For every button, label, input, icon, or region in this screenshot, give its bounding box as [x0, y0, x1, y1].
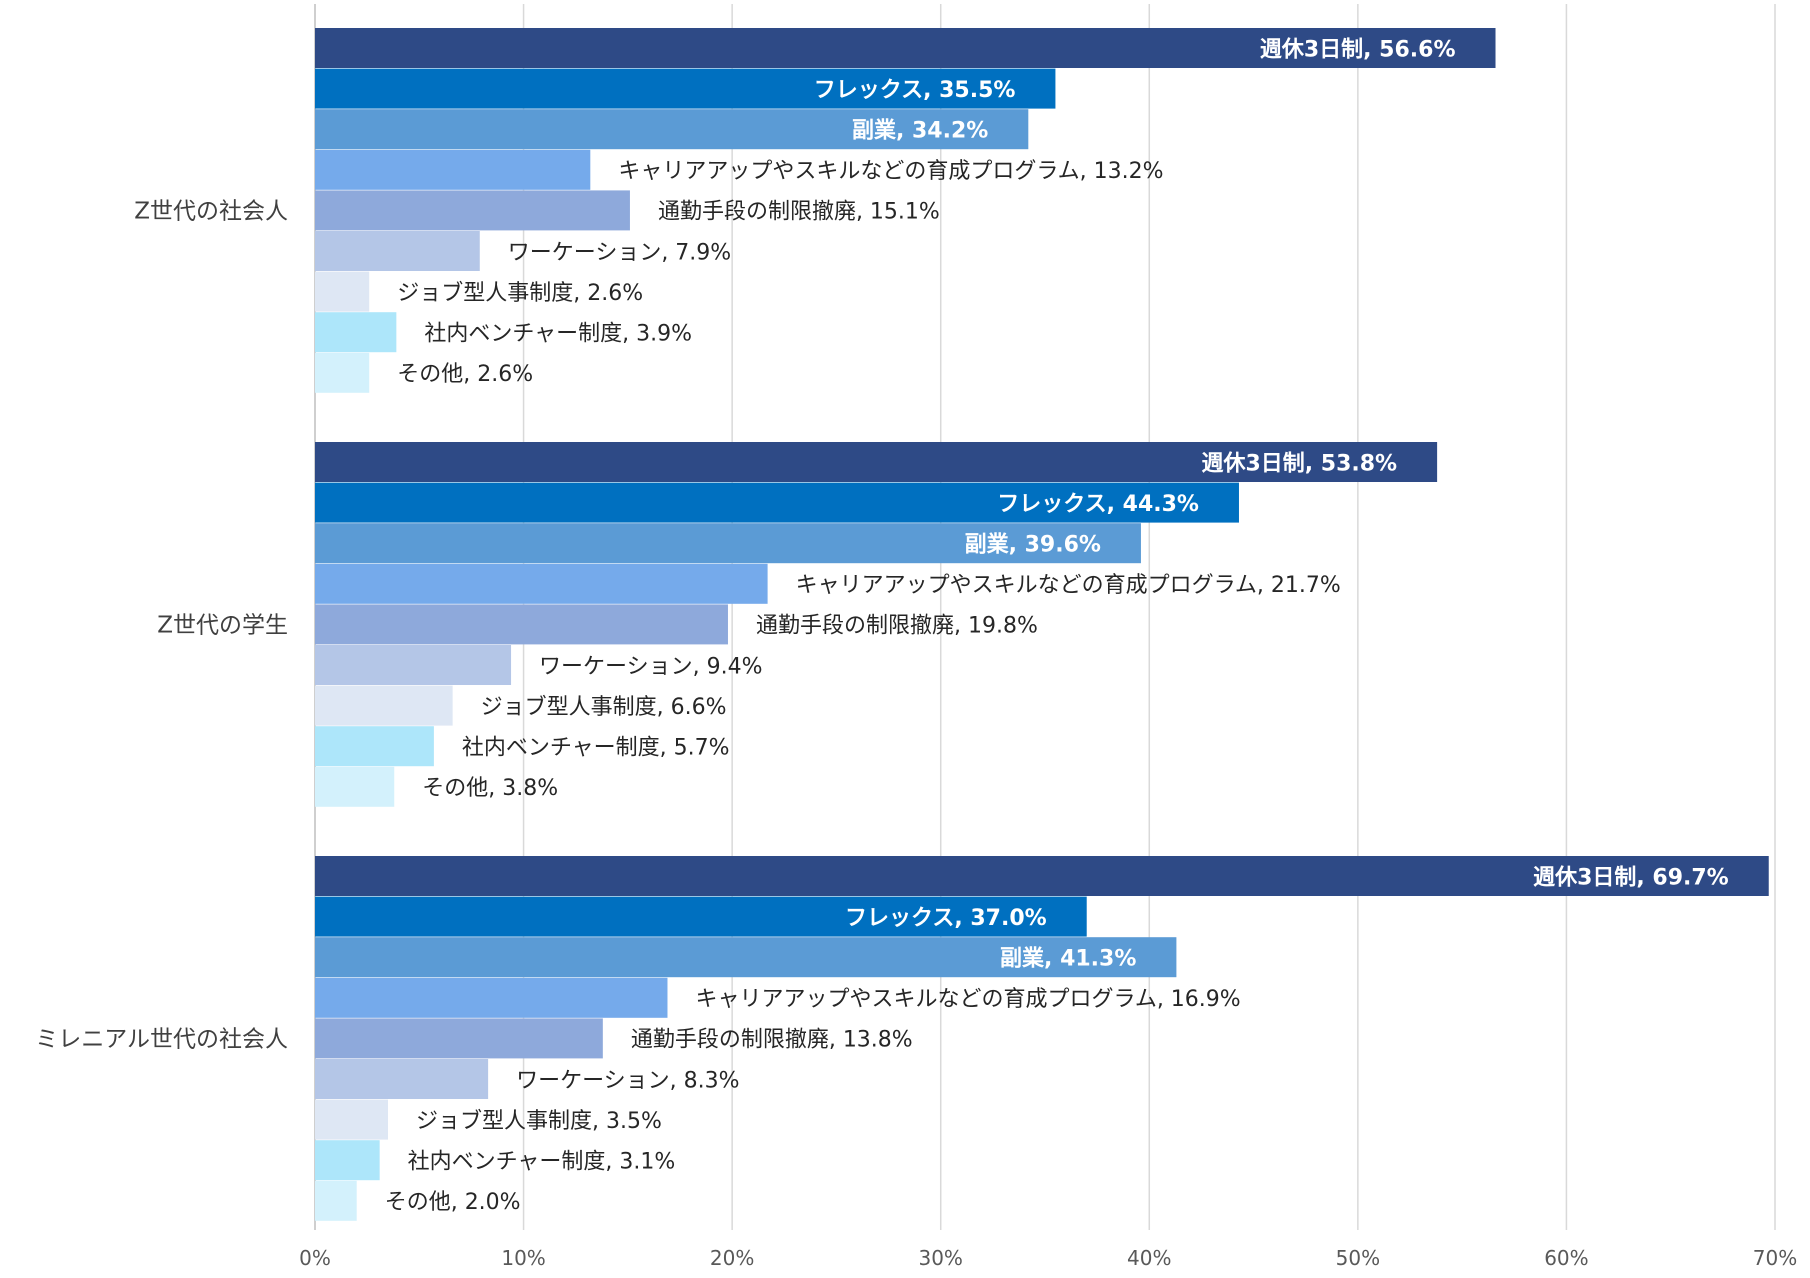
bar [315, 271, 370, 312]
bar [315, 109, 1029, 150]
data-label: 週休3日制, 56.6% [1260, 37, 1456, 62]
data-label: 通勤手段の制限撤廃, 13.8% [631, 1028, 913, 1053]
data-label: 副業, 39.6% [965, 533, 1101, 558]
data-labels: 週休3日制, 56.6% 週休3日制, 53.8% 週休3日制, 69.7% フレック… [385, 37, 1729, 1215]
bar [315, 68, 1056, 109]
data-label: その他, 2.0% [385, 1190, 521, 1215]
category-label: Z世代の学生 [157, 613, 288, 639]
bar [315, 856, 1769, 896]
bar [315, 685, 453, 726]
data-label: 副業, 34.2% [852, 119, 988, 144]
bar [315, 149, 591, 190]
bar [315, 28, 1496, 68]
data-label: その他, 2.6% [397, 362, 533, 387]
data-label: 副業, 41.3% [1000, 947, 1136, 972]
bar [315, 1099, 388, 1140]
data-label: フレックス, 44.3% [997, 492, 1199, 517]
data-label: ワーケーション, 9.4% [539, 654, 762, 679]
data-label: ジョブ型人事制度, 3.5% [416, 1109, 662, 1134]
bar [315, 523, 1141, 564]
data-label: その他, 3.8% [422, 776, 558, 801]
x-tick-label: 0% [299, 1246, 331, 1270]
x-axis-tick-labels: 0% 10% 20% 30% 40% 50% 60% 70% [299, 1246, 1797, 1270]
data-label: 通勤手段の制限撤廃, 15.1% [658, 200, 940, 225]
bar [315, 563, 768, 604]
x-tick-label: 10% [501, 1246, 545, 1270]
bar [315, 1018, 603, 1059]
bar [315, 604, 728, 645]
x-tick-label: 30% [918, 1246, 962, 1270]
bar [315, 896, 1087, 937]
data-label: 社内ベンチャー制度, 3.1% [408, 1150, 676, 1175]
x-tick-label: 50% [1336, 1246, 1380, 1270]
data-label: キャリアアップやスキルなどの育成プログラム, 21.7% [796, 573, 1341, 598]
bar [315, 482, 1239, 523]
bar [315, 442, 1438, 482]
bars [315, 28, 1769, 1221]
data-label: 週休3日制, 53.8% [1201, 451, 1397, 476]
data-label: 社内ベンチャー制度, 5.7% [462, 736, 730, 761]
bar [315, 1180, 357, 1221]
data-label: ワーケーション, 8.3% [516, 1068, 739, 1093]
bar [315, 312, 397, 353]
data-label: 通勤手段の制限撤廃, 19.8% [756, 614, 1038, 639]
category-label: ミレニアル世代の社会人 [35, 1027, 288, 1053]
data-label: フレックス, 37.0% [845, 906, 1047, 931]
bar [315, 766, 395, 807]
bar [315, 1059, 489, 1099]
data-label: 週休3日制, 69.7% [1533, 865, 1729, 890]
data-label: 社内ベンチャー制度, 3.9% [424, 322, 692, 347]
data-label: ジョブ型人事制度, 2.6% [397, 281, 643, 306]
data-label: ジョブ型人事制度, 6.6% [481, 695, 727, 720]
bar [315, 1140, 380, 1181]
bar [315, 645, 512, 685]
data-label: キャリアアップやスキルなどの育成プログラム, 13.2% [618, 159, 1163, 184]
data-label: フレックス, 35.5% [814, 78, 1016, 103]
data-label: ワーケーション, 7.9% [508, 240, 731, 265]
category-label: Z世代の社会人 [134, 199, 288, 225]
x-tick-label: 60% [1544, 1246, 1588, 1270]
x-tick-label: 40% [1127, 1246, 1171, 1270]
bar [315, 190, 630, 231]
x-tick-label: 70% [1753, 1246, 1797, 1270]
bar [315, 977, 668, 1018]
x-tick-label: 20% [710, 1246, 754, 1270]
bar [315, 352, 370, 393]
bar [315, 231, 480, 271]
bar [315, 937, 1177, 978]
data-label: キャリアアップやスキルなどの育成プログラム, 16.9% [695, 987, 1240, 1012]
bar [315, 726, 434, 767]
